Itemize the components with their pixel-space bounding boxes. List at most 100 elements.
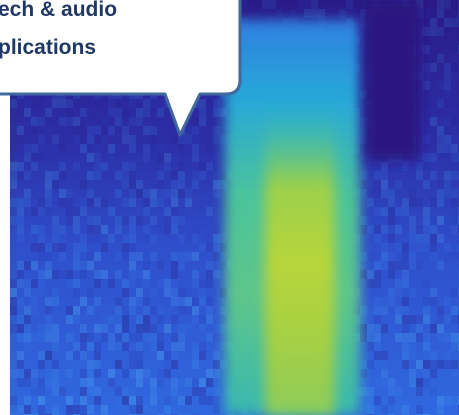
texture-cell <box>136 180 143 189</box>
texture-cell <box>402 207 409 216</box>
texture-cell <box>115 306 122 315</box>
texture-cell <box>80 207 87 216</box>
texture-cell <box>10 99 17 108</box>
texture-cell <box>423 81 430 90</box>
texture-cell <box>17 369 24 378</box>
texture-cell <box>108 333 115 342</box>
texture-cell <box>185 378 192 387</box>
texture-cell <box>416 315 423 324</box>
texture-cell <box>374 198 381 207</box>
texture-cell <box>31 333 38 342</box>
texture-cell <box>430 27 437 36</box>
texture-cell <box>199 162 206 171</box>
texture-cell <box>136 288 143 297</box>
texture-cell <box>171 333 178 342</box>
texture-cell <box>73 162 80 171</box>
texture-cell <box>185 126 192 135</box>
texture-cell <box>171 252 178 261</box>
texture-cell <box>402 252 409 261</box>
texture-cell <box>185 288 192 297</box>
texture-cell <box>178 333 185 342</box>
texture-cell <box>122 405 129 414</box>
texture-cell <box>437 180 444 189</box>
texture-cell <box>360 117 367 126</box>
texture-cell <box>451 198 458 207</box>
texture-cell <box>129 405 136 414</box>
texture-cell <box>38 216 45 225</box>
texture-cell <box>423 99 430 108</box>
texture-cell <box>52 333 59 342</box>
texture-cell <box>437 405 444 414</box>
texture-cell <box>437 261 444 270</box>
texture-cell <box>17 351 24 360</box>
texture-cell <box>73 126 80 135</box>
texture-cell <box>367 342 374 351</box>
texture-cell <box>157 315 164 324</box>
texture-cell <box>59 369 66 378</box>
texture-cell <box>45 99 52 108</box>
texture-cell <box>304 0 311 9</box>
texture-cell <box>10 396 17 405</box>
texture-cell <box>115 333 122 342</box>
texture-cell <box>178 378 185 387</box>
texture-cell <box>136 351 143 360</box>
texture-cell <box>17 324 24 333</box>
texture-cell <box>199 396 206 405</box>
texture-cell <box>164 351 171 360</box>
texture-cell <box>150 405 157 414</box>
texture-cell <box>409 369 416 378</box>
texture-cell <box>73 243 80 252</box>
texture-cell <box>52 144 59 153</box>
texture-cell <box>374 180 381 189</box>
texture-cell <box>150 288 157 297</box>
texture-cell <box>80 243 87 252</box>
texture-cell <box>381 252 388 261</box>
texture-cell <box>136 360 143 369</box>
texture-cell <box>388 207 395 216</box>
texture-cell <box>430 117 437 126</box>
texture-cell <box>45 108 52 117</box>
texture-cell <box>129 99 136 108</box>
callout-line: ech & audio <box>0 0 117 21</box>
texture-cell <box>374 315 381 324</box>
texture-cell <box>122 153 129 162</box>
texture-cell <box>430 351 437 360</box>
texture-cell <box>360 0 367 9</box>
texture-cell <box>430 54 437 63</box>
texture-cell <box>381 189 388 198</box>
texture-cell <box>213 270 220 279</box>
texture-cell <box>360 189 367 198</box>
texture-cell <box>360 144 367 153</box>
texture-cell <box>451 396 458 405</box>
texture-cell <box>423 306 430 315</box>
texture-cell <box>38 252 45 261</box>
texture-cell <box>52 225 59 234</box>
texture-cell <box>115 117 122 126</box>
texture-cell <box>52 180 59 189</box>
texture-cell <box>157 261 164 270</box>
texture-cell <box>388 252 395 261</box>
texture-cell <box>94 270 101 279</box>
texture-cell <box>87 153 94 162</box>
texture-cell <box>52 135 59 144</box>
texture-cell <box>206 369 213 378</box>
texture-cell <box>164 369 171 378</box>
texture-cell <box>24 342 31 351</box>
texture-cell <box>101 270 108 279</box>
texture-cell <box>451 36 458 45</box>
texture-cell <box>150 396 157 405</box>
texture-cell <box>66 189 73 198</box>
texture-cell <box>423 126 430 135</box>
texture-cell <box>423 135 430 144</box>
texture-cell <box>220 243 227 252</box>
texture-cell <box>171 216 178 225</box>
texture-cell <box>409 243 416 252</box>
texture-cell <box>437 9 444 18</box>
texture-cell <box>367 189 374 198</box>
texture-cell <box>192 234 199 243</box>
texture-cell <box>122 234 129 243</box>
texture-cell <box>136 315 143 324</box>
texture-cell <box>213 351 220 360</box>
texture-cell <box>143 405 150 414</box>
texture-cell <box>451 18 458 27</box>
